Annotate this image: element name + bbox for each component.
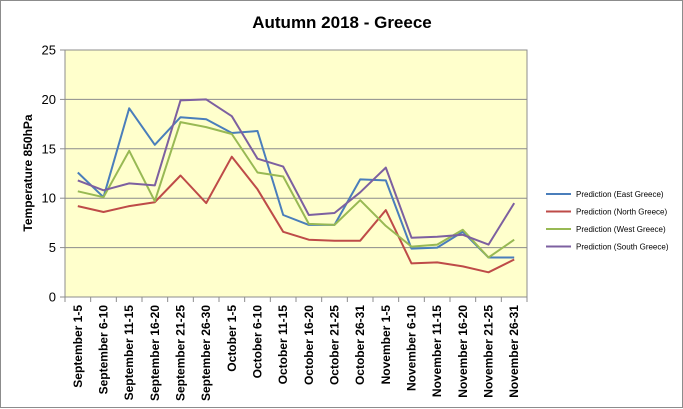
y-axis-label: Temperature 850hPa — [21, 114, 35, 231]
legend-label: Prediction (North Greece) — [576, 208, 667, 217]
y-axis-ticks: 0 5 10 15 20 25 — [42, 43, 65, 305]
plot-area — [64, 49, 528, 298]
x-tick-label: November 11-15 — [430, 305, 444, 397]
x-axis-ticks: September 1-5 September 6-10 September 11-… — [64, 297, 528, 401]
x-tick-label: October 1-5 — [225, 305, 239, 372]
x-tick-label: October 6-10 — [251, 305, 265, 379]
y-tick-label: 0 — [49, 290, 56, 305]
x-tick-label: October 21-25 — [328, 305, 342, 385]
series-line — [77, 121, 515, 259]
x-tick-label: November 21-25 — [482, 305, 496, 398]
y-tick-label: 20 — [42, 92, 56, 107]
x-tick-label: September 16-20 — [148, 305, 162, 401]
legend-label: Prediction (South Greece) — [576, 243, 669, 252]
x-tick-label: November 6-10 — [405, 305, 419, 391]
legend-label: Prediction (West Greece) — [576, 225, 666, 234]
x-tick-label: October 11-15 — [276, 305, 290, 385]
x-tick-label: November 1-5 — [379, 305, 393, 385]
gridlines — [65, 98, 527, 249]
series-line — [77, 98, 516, 246]
x-tick-label: September 6-10 — [97, 305, 111, 395]
x-tick-label: October 16-20 — [302, 305, 316, 385]
x-tick-label: November 16-20 — [456, 305, 470, 398]
x-tick-label: October 26-31 — [353, 305, 367, 385]
legend-label: Prediction (East Greece) — [576, 190, 664, 199]
y-tick-label: 25 — [42, 43, 56, 58]
y-tick-label: 10 — [42, 191, 56, 206]
series-line — [77, 107, 515, 259]
x-tick-label: November 26-31 — [507, 305, 521, 398]
series-lines — [77, 98, 516, 274]
x-tick-label: September 1-5 — [71, 305, 85, 388]
x-tick-label: September 21-25 — [174, 305, 188, 401]
legend: Prediction (East Greece) Prediction (Nort… — [546, 190, 669, 252]
chart-title: Autumn 2018 - Greece — [252, 13, 432, 32]
x-tick-label: September 26-30 — [199, 305, 213, 401]
y-tick-label: 5 — [49, 240, 56, 255]
series-line — [77, 155, 515, 274]
x-tick-label: September 11-15 — [122, 305, 136, 401]
y-tick-label: 15 — [42, 141, 56, 156]
